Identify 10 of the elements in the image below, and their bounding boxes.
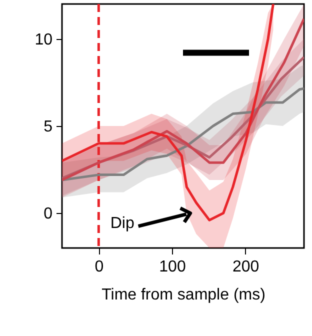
x-tick-label: 200 <box>232 258 260 276</box>
annotation: Dip <box>110 215 134 232</box>
line-series <box>62 87 304 182</box>
y-tick-label: 0 <box>44 206 53 223</box>
y-tick-label: 10 <box>34 31 53 48</box>
x-axis-title: Time from sample (ms) <box>102 286 266 304</box>
line-series <box>62 18 304 182</box>
x-tick-label: 0 <box>94 258 104 276</box>
x-tick-label: 100 <box>159 258 186 276</box>
y-tick-label: 5 <box>44 118 53 136</box>
